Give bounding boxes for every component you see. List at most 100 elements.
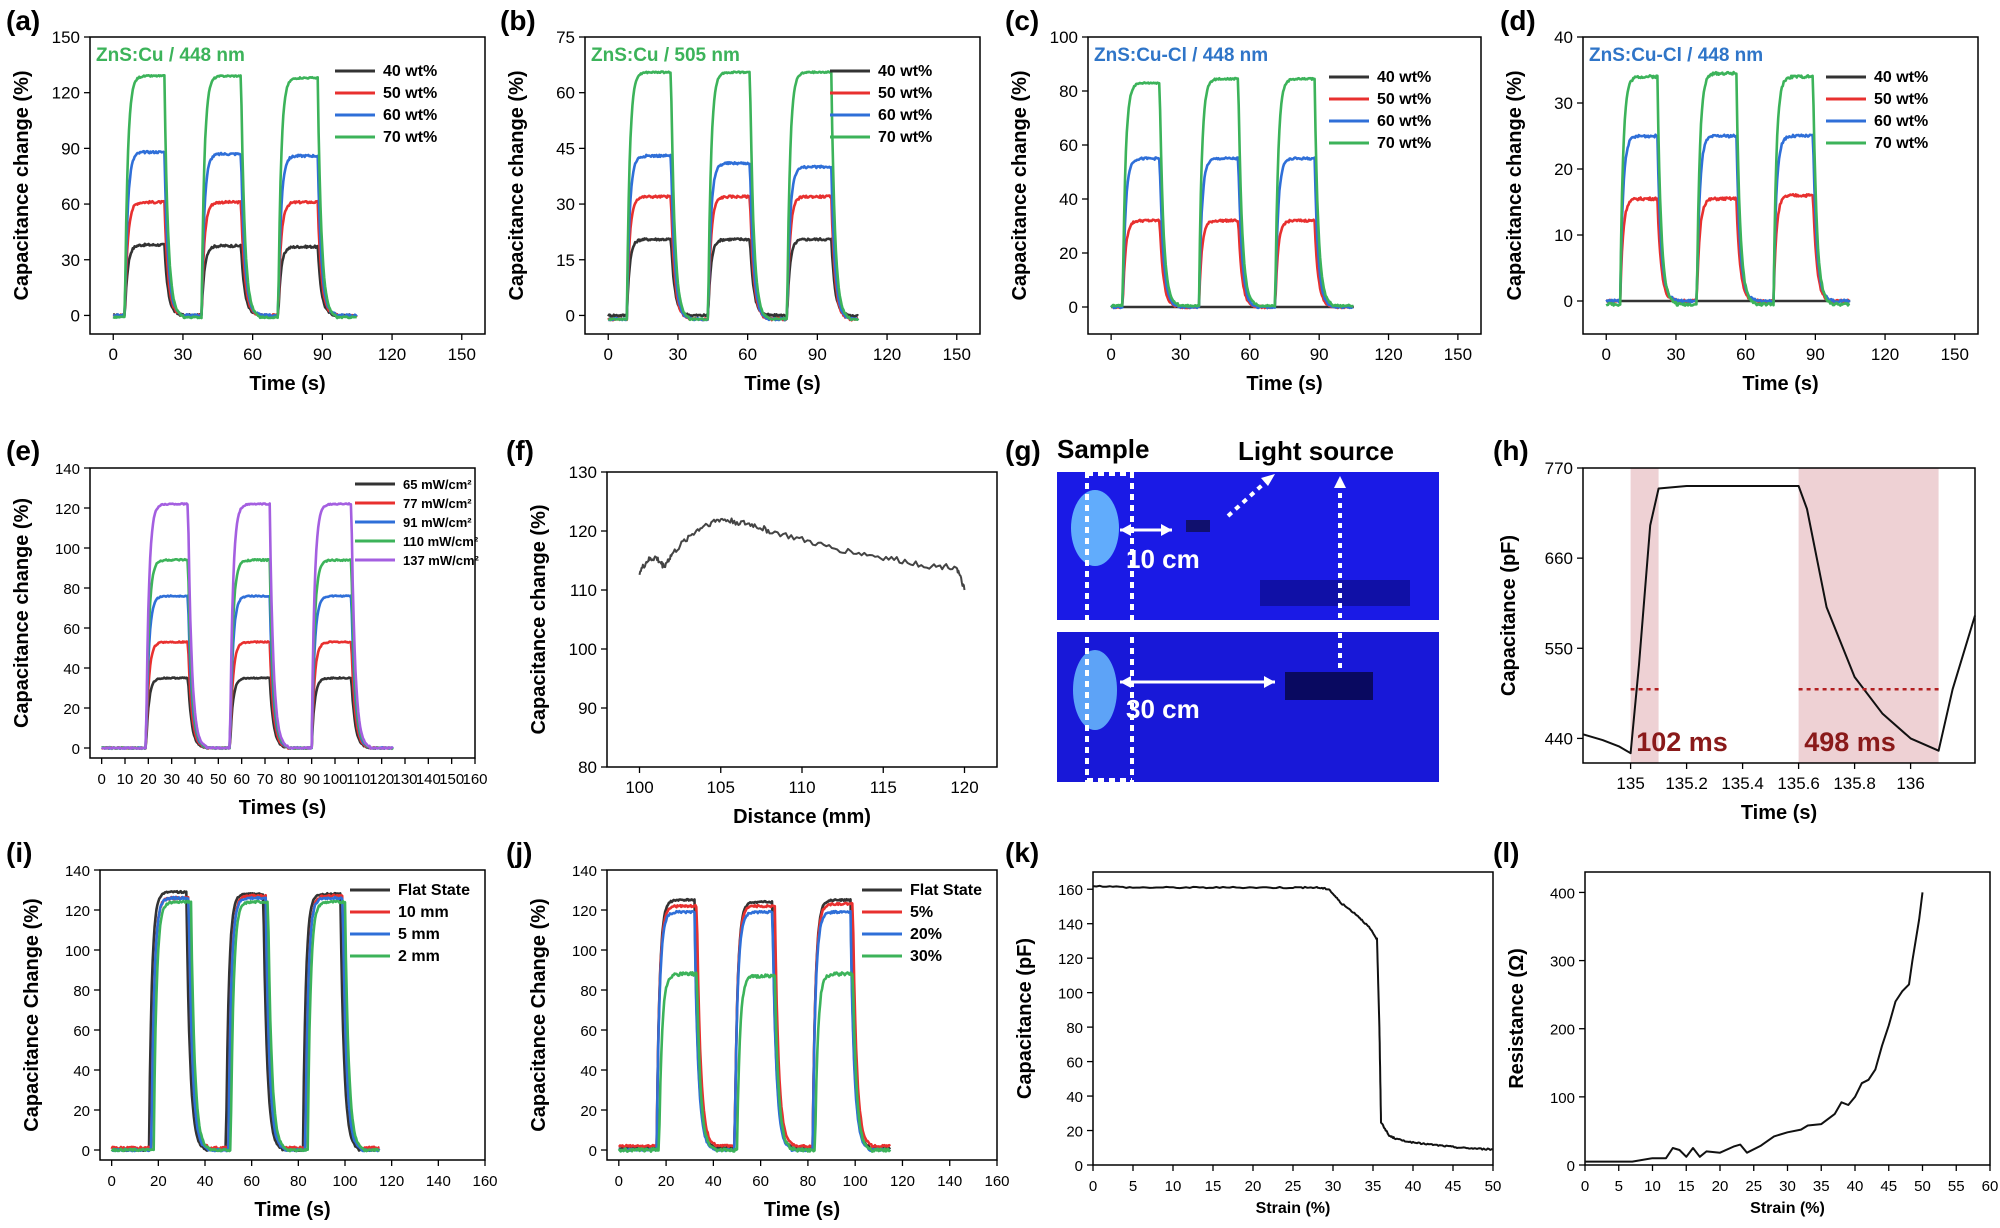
x-tick-label: 30 xyxy=(163,771,180,788)
series-line xyxy=(1110,218,1354,310)
x-tick-label: 50 xyxy=(1485,1178,1502,1195)
x-tick-label: 110 xyxy=(346,771,370,788)
x-tick-label: 160 xyxy=(462,771,487,788)
y-tick-label: 20 xyxy=(1066,1124,1083,1141)
series-line xyxy=(112,74,358,320)
y-tick-label: 100 xyxy=(572,943,597,960)
series-line xyxy=(101,676,394,750)
y-tick-label: 120 xyxy=(572,903,597,920)
panel-g: (g) Sample Light source 10 cm 30 cm xyxy=(1005,434,1439,782)
series-line xyxy=(1605,133,1851,304)
y-tick-label: 30 xyxy=(61,251,80,270)
y-tick-label: 550 xyxy=(1545,639,1573,658)
y-tick-label: 20 xyxy=(1059,244,1078,263)
legend-label: 70 wt% xyxy=(383,129,437,146)
x-tick-label: 80 xyxy=(290,1173,307,1190)
plot-frame xyxy=(1092,871,1494,1166)
x-tick-label: 5 xyxy=(1129,1178,1137,1195)
y-tick-label: 40 xyxy=(1554,28,1573,47)
device-shadow-top xyxy=(1260,580,1410,606)
x-tick-label: 60 xyxy=(1240,345,1259,364)
y-tick-label: 770 xyxy=(1545,459,1573,478)
legend-label: 110 mW/cm² xyxy=(403,534,479,549)
plot-frame xyxy=(89,36,486,335)
panel-letter: (c) xyxy=(1005,5,1039,36)
light-source-label: Light source xyxy=(1238,436,1394,466)
y-tick-label: 100 xyxy=(1550,1090,1575,1107)
y-tick-label: 400 xyxy=(1550,885,1575,902)
distance-30cm-label: 30 cm xyxy=(1126,694,1200,724)
x-axis-label: Strain (%) xyxy=(1256,1200,1331,1217)
y-tick-label: 60 xyxy=(580,1023,597,1040)
legend-label: 50 wt% xyxy=(383,85,437,102)
x-tick-label: 0 xyxy=(604,345,613,364)
arrowhead-icon xyxy=(1120,524,1131,536)
panel-letter: (j) xyxy=(506,837,532,868)
x-tick-label: 45 xyxy=(1880,1178,1897,1195)
plot-frame xyxy=(584,36,981,335)
x-tick-label: 0 xyxy=(1602,345,1611,364)
x-tick-label: 10 xyxy=(1644,1178,1661,1195)
series-line xyxy=(607,153,860,322)
x-tick-label: 135.4 xyxy=(1721,774,1764,793)
fall-time-annotation: 498 ms xyxy=(1804,727,1896,757)
x-tick-label: 0 xyxy=(107,1173,115,1190)
x-tick-label: 30 xyxy=(1325,1178,1342,1195)
legend-label: 40 wt% xyxy=(1377,69,1431,86)
x-tick-label: 0 xyxy=(109,345,118,364)
series-line xyxy=(607,237,859,318)
y-tick-label: 150 xyxy=(52,28,80,47)
legend-label: 77 mW/cm² xyxy=(403,496,472,511)
panel-l: (l) 0 5 10 15 20 25 30 35 40 45 50 55 60 0 100 200 300 400… xyxy=(1493,837,1998,1217)
x-tick-label: 10 xyxy=(117,771,134,788)
y-tick-label: 0 xyxy=(566,306,575,325)
panel-letter: (b) xyxy=(500,5,536,36)
legend-label: 40 wt% xyxy=(878,63,932,80)
y-tick-label: 80 xyxy=(73,983,90,1000)
series-line xyxy=(101,594,394,750)
x-tick-label: 90 xyxy=(808,345,827,364)
panel-i: (i) 0 20 40 60 80 100 120 140 160 0 20 40 60 80 100 120 1… xyxy=(6,837,498,1221)
legend-label: 2 mm xyxy=(398,948,440,965)
y-tick-label: 80 xyxy=(578,758,597,777)
legend-label: 20% xyxy=(910,926,942,943)
panel-d: (d) 0 30 60 90 120 150 0 10 20 30 40 Time (s) Capacit… xyxy=(1500,5,1979,395)
x-tick-label: 100 xyxy=(843,1173,868,1190)
y-tick-label: 90 xyxy=(61,139,80,158)
y-tick-label: 120 xyxy=(52,84,80,103)
panel-letter: (d) xyxy=(1500,5,1536,36)
x-tick-label: 25 xyxy=(1285,1178,1302,1195)
panel-k: (k) 0 5 10 15 20 25 30 35 40 45 50 0 20 40 60 80 100 120 14… xyxy=(1005,837,1501,1217)
x-axis-label: Distance (mm) xyxy=(733,806,871,828)
y-tick-label: 120 xyxy=(1058,951,1083,968)
y-tick-label: 60 xyxy=(1066,1055,1083,1072)
x-tick-label: 40 xyxy=(705,1173,722,1190)
x-tick-label: 20 xyxy=(1245,1178,1262,1195)
y-tick-label: 0 xyxy=(82,1143,90,1160)
series-line xyxy=(618,909,892,1153)
x-tick-label: 110 xyxy=(788,778,815,797)
y-tick-label: 120 xyxy=(569,522,597,541)
photo-bottom xyxy=(1057,632,1439,782)
legend-label: 60 wt% xyxy=(1874,113,1928,130)
y-tick-label: 140 xyxy=(572,863,597,880)
y-tick-label: 20 xyxy=(63,701,80,718)
x-tick-label: 120 xyxy=(890,1173,915,1190)
legend-label: Flat State xyxy=(398,882,470,899)
x-tick-label: 0 xyxy=(1581,1178,1589,1195)
series-line xyxy=(1110,156,1354,310)
x-tick-label: 135.8 xyxy=(1833,774,1876,793)
x-tick-label: 15 xyxy=(1678,1178,1695,1195)
x-tick-label: 60 xyxy=(752,1173,769,1190)
y-tick-label: 0 xyxy=(1564,292,1573,311)
y-tick-label: 0 xyxy=(1075,1158,1083,1175)
plot-frame xyxy=(606,869,998,1161)
legend-label: 30% xyxy=(910,948,942,965)
y-axis-label: Capacitance (pF) xyxy=(1014,938,1036,1099)
y-tick-label: 40 xyxy=(1066,1089,1083,1106)
y-axis-label: Capacitance Change (%) xyxy=(21,898,43,1131)
rise-time-annotation: 102 ms xyxy=(1636,727,1728,757)
y-tick-label: 20 xyxy=(580,1103,597,1120)
x-tick-label: 130 xyxy=(392,771,417,788)
chart-title: ZnS:Cu-Cl / 448 nm xyxy=(1094,45,1268,66)
